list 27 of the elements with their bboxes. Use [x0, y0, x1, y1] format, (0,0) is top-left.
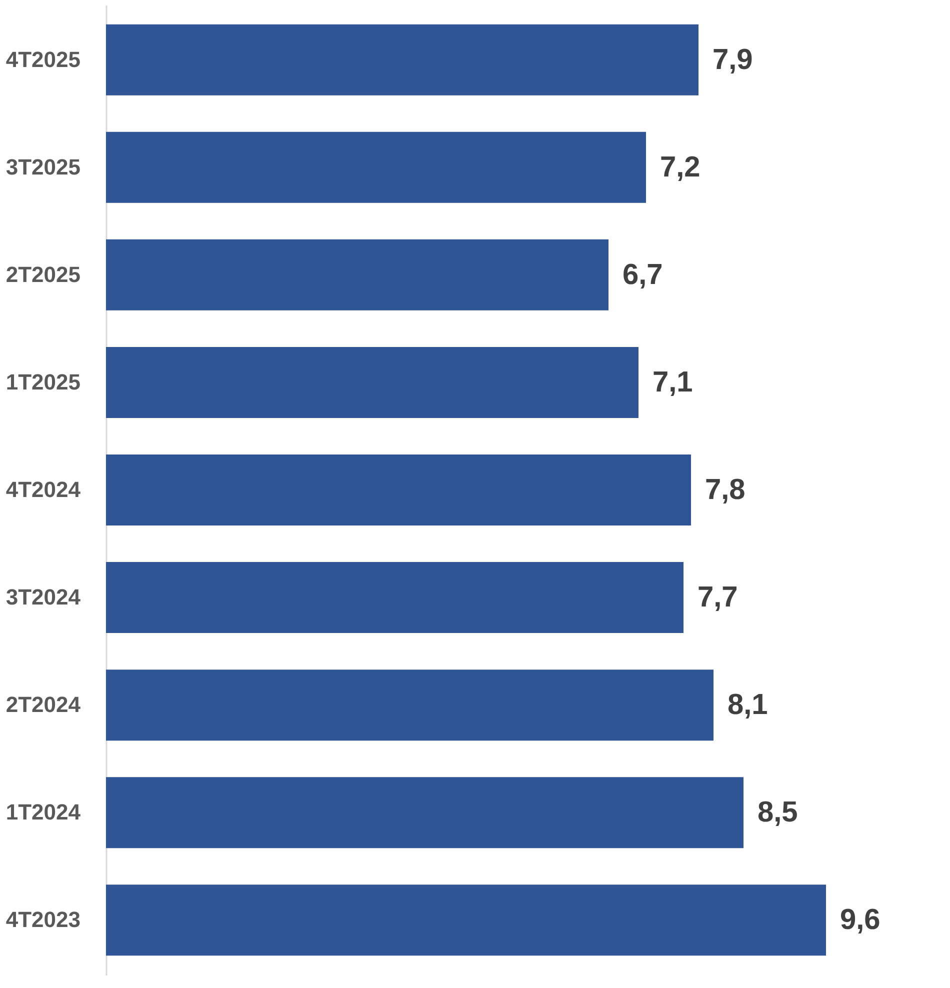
- bar: [106, 239, 608, 310]
- data-label: 8,1: [728, 689, 768, 722]
- bar: [106, 346, 638, 418]
- bar: [106, 884, 826, 956]
- bar: [106, 454, 691, 526]
- data-label: 7,8: [705, 474, 746, 506]
- y-tick-label: 3T2024: [6, 584, 82, 610]
- bar: [106, 562, 684, 634]
- data-label: 7,9: [712, 44, 753, 76]
- y-tick-label: 2T2025: [6, 262, 80, 287]
- data-label: 8,5: [758, 796, 798, 829]
- y-tick-label: 1T2024: [6, 800, 82, 825]
- y-tick-label: 2T2024: [6, 692, 82, 718]
- y-tick-label: 3T2025: [6, 154, 80, 180]
- y-tick-label: 4T2023: [6, 907, 80, 932]
- data-label: 7,7: [698, 582, 738, 614]
- y-tick-label: 4T2024: [6, 477, 82, 502]
- data-label: 7,2: [660, 151, 700, 184]
- data-label: 9,6: [840, 904, 880, 936]
- bar: [106, 777, 744, 848]
- bar: [106, 132, 646, 203]
- bar: [106, 670, 714, 741]
- y-tick-label: 1T2025: [6, 369, 80, 394]
- data-label: 6,7: [622, 258, 663, 291]
- y-tick-label: 4T2025: [6, 46, 80, 72]
- bar: [106, 24, 698, 96]
- data-label: 7,1: [652, 366, 693, 398]
